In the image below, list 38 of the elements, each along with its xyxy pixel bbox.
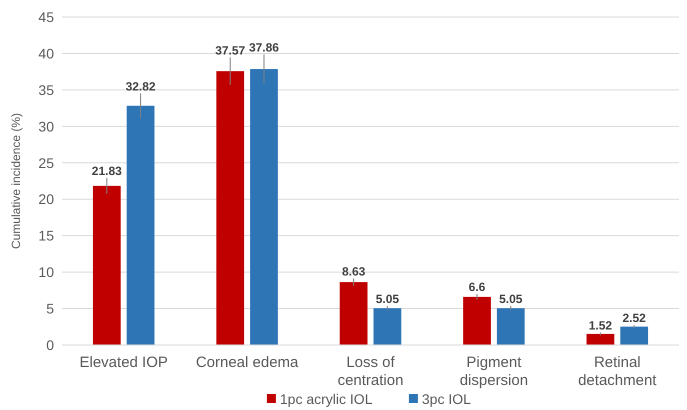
y-tick-label: 35 [38, 82, 54, 98]
legend-label: 1pc acrylic IOL [280, 391, 373, 407]
x-tick-label: Corneal edema [196, 354, 300, 371]
bar [126, 106, 154, 345]
bar [92, 186, 121, 345]
y-tick-label: 25 [38, 154, 54, 171]
y-tick-label: 40 [38, 45, 54, 62]
bar [586, 334, 614, 345]
x-tick-label: Loss of centration [338, 354, 404, 389]
legend-label: 3pc IOL [422, 391, 472, 407]
y-tick-label: 30 [38, 118, 54, 134]
data-label: 32.82 [126, 79, 156, 94]
data-label: 1.52 [588, 318, 612, 332]
bar [216, 71, 244, 345]
data-label: 5.05 [499, 292, 523, 306]
y-tick-label: 5 [46, 300, 54, 317]
data-label: 2.52 [622, 311, 646, 326]
data-label: 37.86 [248, 40, 280, 54]
data-label: 6.6 [468, 280, 486, 294]
y-tick-label: 15 [38, 228, 54, 244]
x-tick-label: Retinal detachment [578, 354, 658, 389]
y-tick-label: 0 [46, 337, 54, 353]
x-tick-label: Pigment dispersion [460, 354, 528, 389]
data-label: 5.05 [376, 292, 400, 306]
bar [496, 308, 525, 345]
y-tick-label: 20 [38, 191, 54, 208]
bar [250, 69, 278, 345]
data-label: 21.83 [92, 164, 122, 178]
bar [340, 282, 368, 345]
y-tick-label: 10 [38, 264, 54, 280]
bar [463, 296, 491, 345]
x-tick-label: Elevated IOP [80, 354, 168, 371]
bar [620, 326, 648, 345]
y-tick-label: 45 [38, 9, 54, 25]
bar [374, 308, 402, 345]
y-axis-title: Cumulative incidence (%) [9, 112, 23, 250]
data-label: 37.57 [215, 43, 246, 58]
data-label: 8.63 [342, 264, 366, 278]
